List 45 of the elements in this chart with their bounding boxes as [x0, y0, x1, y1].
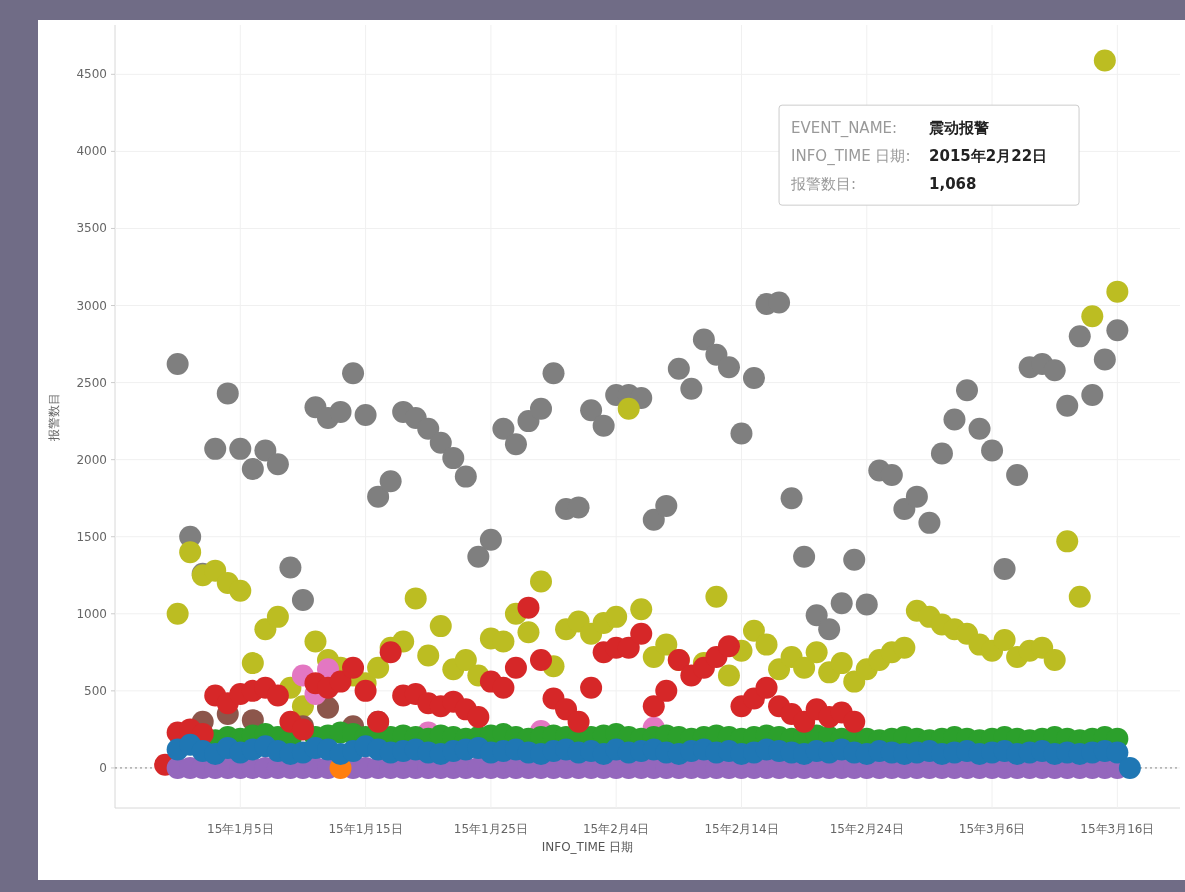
point — [517, 596, 540, 619]
y-tick-label: 4000 — [76, 144, 107, 159]
point — [342, 656, 365, 679]
point — [567, 710, 590, 733]
y-tick-label: 2000 — [76, 452, 107, 467]
y-tick-label: 1500 — [76, 529, 107, 544]
y-tick-label: 3500 — [76, 221, 107, 236]
y-tick-label: 4500 — [76, 67, 107, 82]
point — [329, 670, 352, 693]
point — [266, 684, 289, 707]
point — [630, 622, 653, 645]
point — [755, 676, 778, 699]
y-tick-label: 2500 — [76, 375, 107, 390]
point — [492, 676, 515, 699]
point — [379, 641, 402, 664]
x-tick-label: 15年3月6日 — [958, 822, 1026, 836]
x-tick-label: 15年3月16日 — [1080, 822, 1155, 836]
annotation: 报警数目: — [790, 175, 857, 194]
point — [642, 695, 665, 718]
point — [580, 676, 603, 699]
y-tick-label: 0 — [99, 760, 107, 775]
point — [504, 656, 527, 679]
point — [843, 710, 866, 733]
point — [467, 706, 490, 729]
x-axis-title: INFO_TIME 日期 — [541, 840, 634, 854]
x-tick-label: 15年2月24日 — [829, 822, 904, 836]
x-tick-label: 15年2月4日 — [582, 822, 650, 836]
point — [354, 679, 377, 702]
annotation: 1,068 — [929, 175, 977, 194]
annotation: EVENT_NAME: — [791, 119, 898, 139]
y-tick-label: 3000 — [76, 298, 107, 313]
y-tick-label: 500 — [84, 683, 107, 698]
point — [717, 635, 740, 658]
point — [317, 696, 339, 719]
y-axis-title: 报警数目 — [47, 392, 61, 442]
x-tick-label: 15年1月15日 — [328, 822, 403, 836]
annotation: 2015年2月22日 — [929, 147, 1048, 166]
annotation: 震动报警 — [928, 119, 990, 138]
annotation: INFO_TIME 日期: — [791, 147, 911, 167]
x-tick-label: 15年1月5日 — [207, 822, 274, 836]
x-tick-label: 15年2月14日 — [704, 822, 779, 836]
point — [530, 649, 552, 672]
point — [655, 679, 678, 702]
y-tick-label: 1000 — [76, 606, 107, 621]
x-tick-label: 15年1月25日 — [453, 822, 528, 836]
